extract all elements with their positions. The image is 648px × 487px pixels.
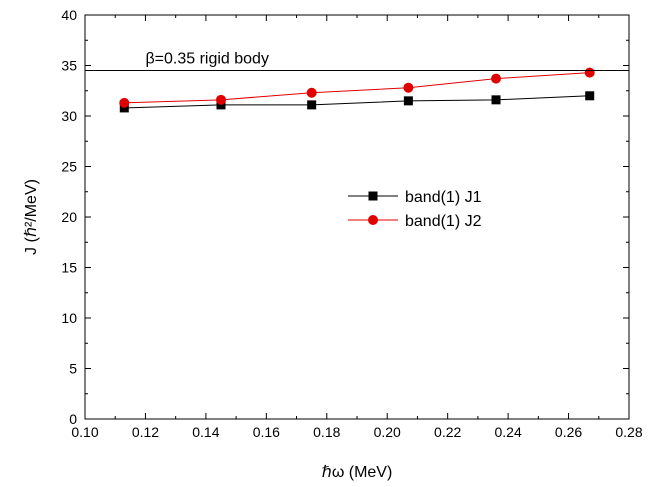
y-tick-label: 30 [61,108,77,124]
data-point [403,96,413,106]
legend-label: band(1) J1 [405,189,482,206]
legend: band(1) J1 band(1) J2 [348,189,482,230]
series-1 [119,91,595,113]
data-point [216,94,226,105]
y-tick-label: 10 [61,310,77,326]
x-tick-label: 0.14 [192,424,219,440]
x-tick-label: 0.12 [132,424,159,440]
series-line [124,95,590,109]
data-point [403,82,414,93]
reference-layer: β=0.35 rigid body [85,51,629,72]
ticks-layer: 0.10 0.12 0.14 0.16 0.18 0.20 0.22 0.24 0.26 0.28… [61,7,642,440]
y-axis-title: J (ℏ²/MeV) [23,179,40,255]
x-tick-label: 0.20 [374,424,401,440]
data-point [119,103,129,113]
x-tick-label: 0.18 [313,424,340,440]
y-tick-label: 20 [61,209,77,225]
x-axis-title: ℏω (MeV) [322,464,393,481]
y-tick-label: 5 [69,361,77,377]
x-tick-label: 0.16 [253,424,280,440]
y-tick-label: 25 [61,159,77,175]
series-layer [119,67,595,113]
data-point [585,91,595,101]
rigid-body-annotation: β=0.35 rigid body [145,51,269,68]
data-point [216,100,226,110]
x-tick-label: 0.24 [494,424,521,440]
data-point [119,97,130,108]
x-tick-label: 0.22 [434,424,461,440]
y-tick-label: 40 [61,7,77,23]
x-tick-label: 0.10 [71,424,98,440]
legend-marker [368,191,378,201]
data-point [307,100,317,110]
legend-label: band(1) J2 [405,213,482,230]
legend-marker [368,215,378,225]
data-point [491,95,501,105]
y-tick-label: 15 [61,260,77,276]
series-2 [119,67,595,108]
y-tick-label: 0 [69,411,77,427]
series-line [124,72,590,104]
data-point [584,67,595,78]
x-tick-label: 0.28 [615,424,642,440]
x-tick-label: 0.26 [555,424,582,440]
y-tick-label: 35 [61,58,77,74]
data-point [491,73,502,84]
data-point [306,87,317,98]
